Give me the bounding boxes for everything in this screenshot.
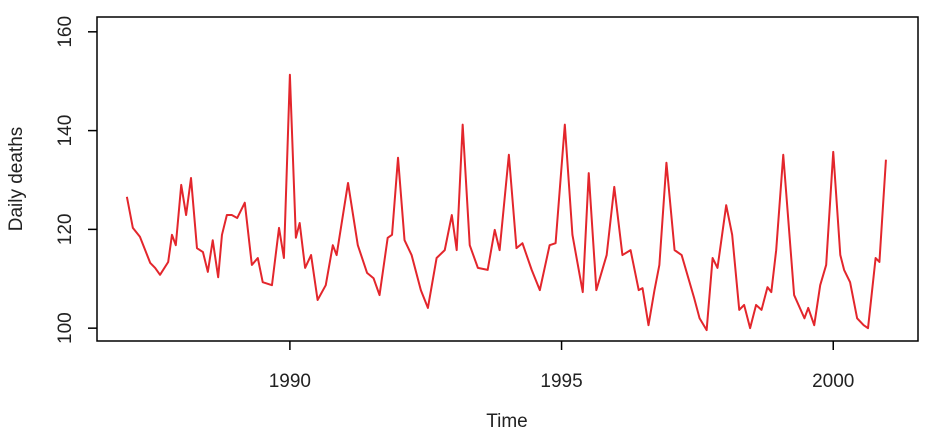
x-axis-label: Time bbox=[486, 411, 528, 432]
y-axis-label: Daily deaths bbox=[6, 127, 27, 232]
data-line bbox=[125, 73, 887, 332]
y-tick-label: 100 bbox=[55, 312, 76, 344]
x-tick-label: 1990 bbox=[269, 371, 311, 392]
plot-frame bbox=[96, 16, 919, 342]
y-tick-label: 160 bbox=[55, 16, 76, 48]
y-tick-label: 140 bbox=[55, 115, 76, 147]
x-tick-label: 2000 bbox=[812, 371, 854, 392]
x-tick-label: 1995 bbox=[540, 371, 582, 392]
y-tick-label: 120 bbox=[55, 214, 76, 246]
